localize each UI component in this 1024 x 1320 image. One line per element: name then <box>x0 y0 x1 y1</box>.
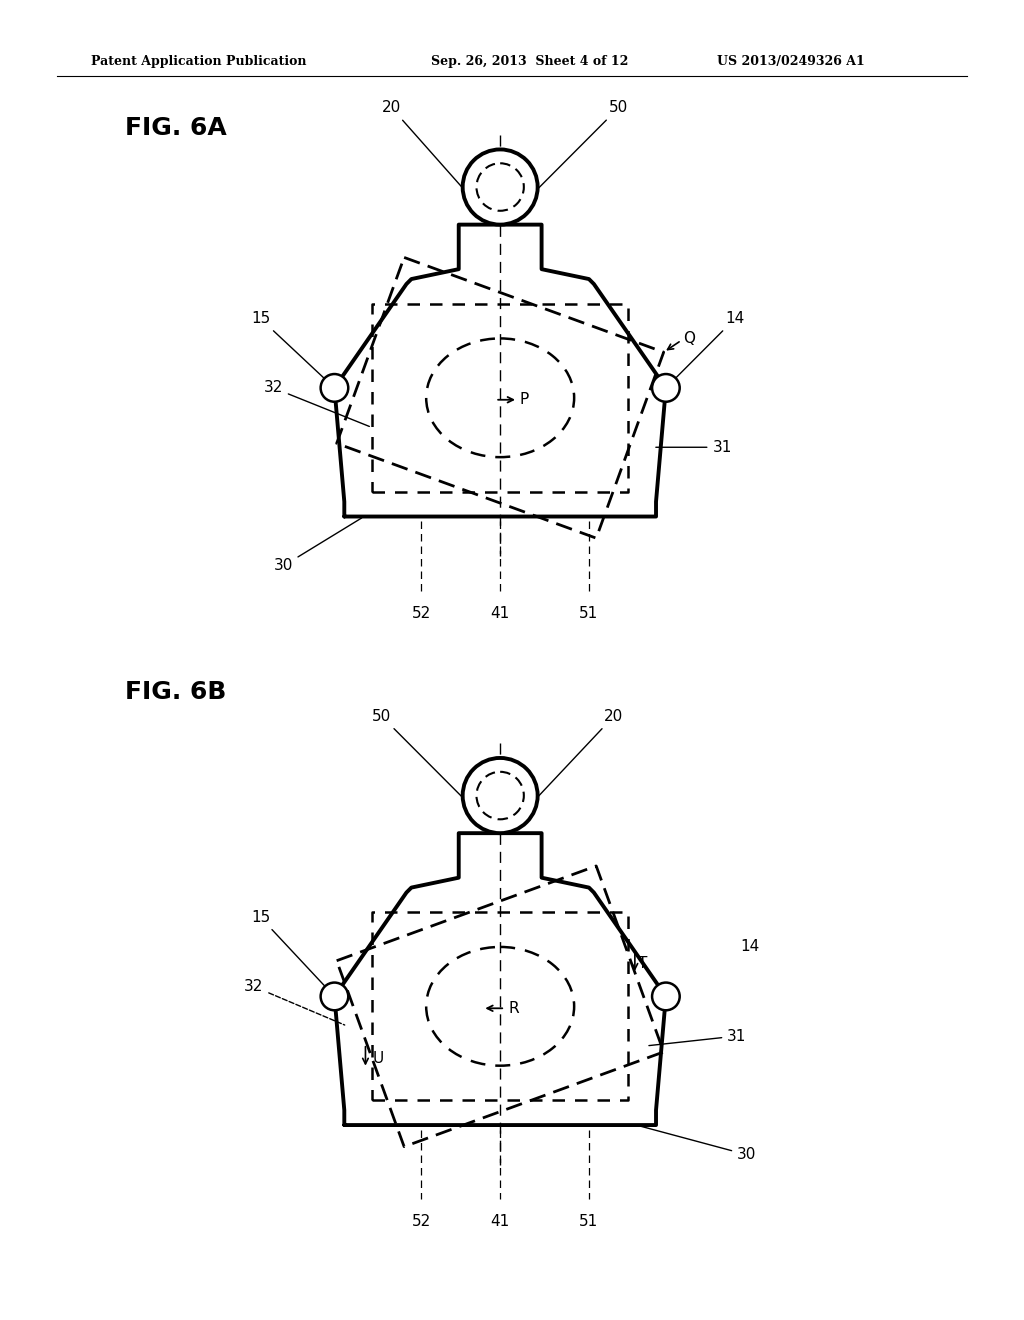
Text: 20: 20 <box>382 100 469 195</box>
Circle shape <box>321 374 348 401</box>
Text: 50: 50 <box>531 100 628 195</box>
Text: 52: 52 <box>412 1214 431 1229</box>
Text: FIG. 6B: FIG. 6B <box>125 680 226 704</box>
Text: 30: 30 <box>273 517 361 573</box>
Circle shape <box>652 374 680 401</box>
Text: Q: Q <box>683 331 695 346</box>
Text: 15: 15 <box>251 909 333 994</box>
Text: P: P <box>520 392 529 408</box>
Text: Sep. 26, 2013  Sheet 4 of 12: Sep. 26, 2013 Sheet 4 of 12 <box>431 55 629 67</box>
Text: R: R <box>508 1001 519 1016</box>
Circle shape <box>652 982 680 1010</box>
Text: U: U <box>373 1051 384 1067</box>
Text: US 2013/0249326 A1: US 2013/0249326 A1 <box>717 55 865 67</box>
Text: T: T <box>638 957 647 972</box>
Text: 52: 52 <box>412 606 431 620</box>
Text: 32: 32 <box>263 380 370 426</box>
Text: 51: 51 <box>580 1214 599 1229</box>
Text: 14: 14 <box>668 312 744 385</box>
Text: 15: 15 <box>251 312 333 385</box>
Text: Patent Application Publication: Patent Application Publication <box>91 55 306 67</box>
Circle shape <box>463 149 538 224</box>
Circle shape <box>463 758 538 833</box>
Text: 50: 50 <box>372 709 469 804</box>
Text: 41: 41 <box>490 606 510 620</box>
Circle shape <box>321 982 348 1010</box>
Text: 30: 30 <box>639 1126 757 1162</box>
Text: 51: 51 <box>580 606 599 620</box>
Text: 14: 14 <box>740 940 759 954</box>
Text: 31: 31 <box>655 440 732 455</box>
Text: 41: 41 <box>490 1214 510 1229</box>
Text: 20: 20 <box>531 709 624 804</box>
Text: 31: 31 <box>649 1028 746 1045</box>
Text: 32: 32 <box>244 979 345 1026</box>
Text: FIG. 6A: FIG. 6A <box>125 116 227 140</box>
